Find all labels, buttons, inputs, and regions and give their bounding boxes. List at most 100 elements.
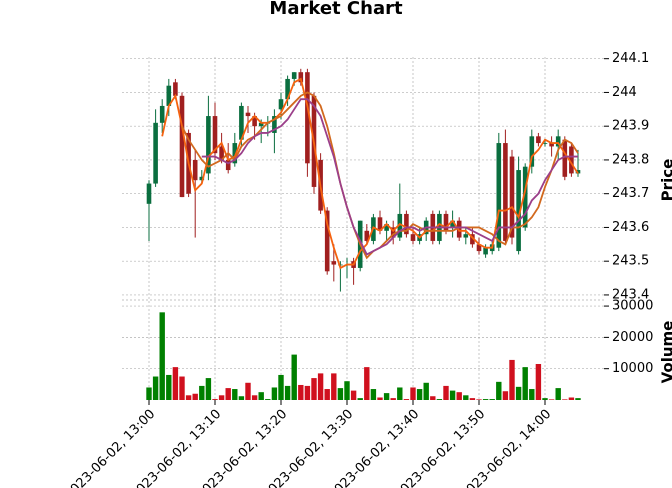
volume-bar (159, 312, 165, 400)
candle-body (173, 82, 178, 96)
volume-bar (245, 382, 251, 400)
candle-body (390, 227, 396, 238)
volume-bar (423, 382, 429, 400)
volume-bar (258, 392, 264, 400)
volume-bar (548, 399, 555, 400)
volume-bar (416, 389, 423, 400)
volume-bar (515, 386, 522, 400)
candle-body (305, 72, 310, 164)
candle-body (410, 234, 416, 241)
y-tick-label: 244 (612, 85, 637, 100)
candle-body (529, 136, 535, 167)
volume-bar (205, 378, 212, 400)
y-tick-label: 243.9 (612, 119, 649, 134)
candle-body (397, 213, 403, 238)
volume-bar (383, 393, 390, 400)
volume-bar (377, 397, 383, 400)
candle-body (476, 244, 482, 252)
y-tick-label: 30000 (612, 299, 653, 314)
volume-bar (390, 398, 396, 400)
candle-body (516, 170, 521, 252)
candle-body (153, 122, 158, 184)
candle-body (272, 116, 277, 133)
volume-bar (225, 388, 231, 400)
volume-bar (430, 396, 436, 400)
y-tick-label: 243.8 (612, 152, 649, 167)
candle-body (377, 217, 383, 231)
volume-bar (179, 376, 185, 400)
y-tick-label: 20000 (612, 330, 653, 345)
candle-body (562, 139, 568, 177)
candle-body (146, 183, 152, 204)
volume-bar (575, 398, 581, 400)
volume-bar (562, 399, 568, 400)
candle-body (509, 156, 515, 238)
volume-bar (555, 388, 561, 400)
volume-bar (232, 389, 238, 400)
volume-bar (482, 399, 489, 400)
volume-bar (535, 363, 542, 400)
volume-bar (370, 389, 377, 400)
volume-bar (522, 367, 528, 400)
candle-body (219, 146, 224, 160)
y-tick-label: 243.4 (612, 287, 649, 302)
y-tick-label: 244.1 (612, 51, 649, 66)
candle-body (331, 261, 337, 265)
volume-bar (456, 392, 462, 400)
volume-bar (278, 374, 284, 400)
candle-body (232, 143, 238, 164)
candle-body (456, 220, 462, 238)
volume-bar (568, 397, 575, 400)
candle-body (542, 143, 548, 144)
volume-bar (357, 398, 363, 400)
volume-bar (502, 391, 509, 400)
volume-bar (212, 399, 218, 400)
volume-bar (449, 390, 456, 400)
volume-bar (397, 387, 403, 400)
candle-body (239, 105, 244, 140)
candle-body (470, 234, 475, 245)
volume-bar (350, 390, 357, 400)
volume-bar (436, 399, 443, 400)
price-axis-label: Price (659, 159, 672, 202)
volume-axis-label: Volume (659, 321, 672, 384)
volume-bar (344, 381, 350, 400)
volume-bar (509, 359, 515, 400)
chart-title: Market Chart (269, 0, 403, 19)
candle-body (536, 136, 541, 144)
candle-body (278, 99, 284, 110)
candle-body (503, 143, 508, 241)
volume-bar (403, 399, 410, 400)
candle-body (483, 247, 488, 255)
volume-bar (298, 384, 304, 400)
volume-bar (364, 367, 370, 400)
volume-bar (199, 385, 205, 400)
y-tick-label: 243.5 (612, 254, 649, 269)
candle-body (463, 234, 469, 238)
volume-bar (251, 395, 258, 400)
volume-bar (152, 376, 159, 400)
volume-bar (185, 395, 192, 400)
candle-body (324, 210, 330, 272)
y-tick-label: 243.7 (612, 186, 649, 201)
volume-bar (476, 399, 482, 400)
volume-bar (337, 388, 344, 400)
candle-body (245, 112, 251, 117)
volume-bar (317, 373, 324, 400)
volume-bar (311, 378, 317, 400)
candle-body (159, 105, 165, 123)
candle-body (166, 85, 172, 106)
volume-bar (265, 399, 271, 400)
volume-bar (469, 398, 476, 400)
candle-body (569, 146, 574, 174)
candle-body (496, 143, 502, 248)
candle-body (206, 116, 211, 174)
y-tick-label: 10000 (612, 361, 653, 376)
volume-bar (331, 373, 337, 400)
volume-bar (496, 381, 502, 400)
candle-body (450, 220, 455, 228)
y-tick-label: 243.6 (612, 220, 649, 235)
volume-bar (410, 387, 416, 400)
volume-bar (218, 395, 225, 400)
